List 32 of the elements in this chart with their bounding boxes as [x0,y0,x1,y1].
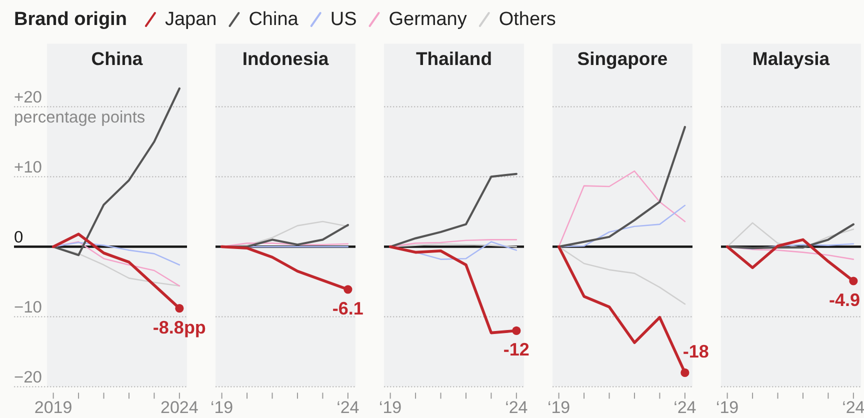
legend-title: Brand origin [14,9,127,30]
chart-title: Thailand [416,48,492,69]
x-tick-label: 2019 [34,398,72,417]
x-tick-label: ‘19 [210,398,234,417]
y-axis-title: percentage points [14,108,146,127]
legend-label: Others [498,9,556,30]
data-label: -6.1 [332,298,364,318]
legend-label: Germany [388,9,468,30]
data-label: -8.8pp [152,317,206,338]
y-tick-label: 0 [14,228,24,247]
legend-label: China [248,9,299,30]
x-tick-label: ‘24 [505,398,528,417]
x-tick-label: ‘19 [378,398,402,417]
x-tick-label: ‘24 [336,398,360,417]
y-tick-label: −20 [14,368,42,387]
chart-title: Indonesia [242,48,330,69]
x-tick-label: ‘24 [842,398,864,417]
y-tick-label: +10 [14,158,42,177]
y-tick-label: −10 [14,298,42,317]
data-label: -18 [682,342,709,362]
x-tick-label: ‘19 [716,398,739,417]
y-tick-label: +20 [14,88,42,107]
legend-label: Japan [164,9,217,30]
chart-title: Malaysia [752,48,830,69]
x-tick-label: ‘19 [547,398,570,417]
chart-title: China [91,48,144,69]
data-label: -12 [503,340,530,360]
chart-title: Singapore [577,48,668,69]
x-tick-label: 2024 [160,398,198,417]
legend-label: US [330,9,357,30]
data-label: -4.9 [828,290,860,310]
x-tick-label: ‘24 [674,398,696,417]
